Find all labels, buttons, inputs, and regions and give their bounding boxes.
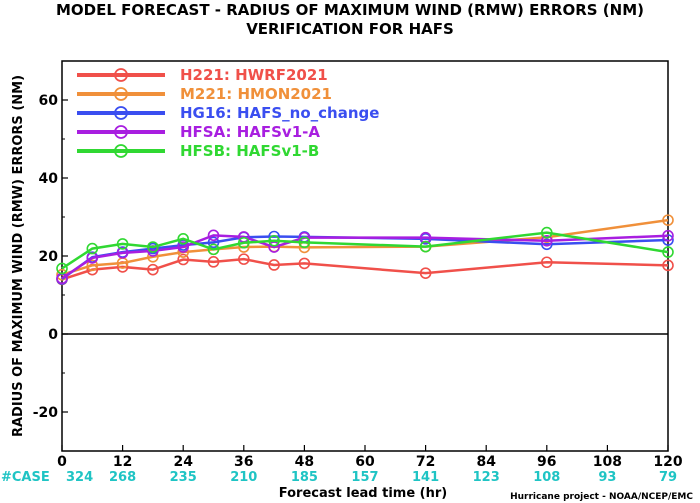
legend-marker: [114, 87, 128, 101]
data-point: [540, 226, 553, 239]
data-point: [419, 231, 432, 244]
data-point: [662, 259, 674, 272]
case-values: 324 268 235 210 185 157 141 123 108 93 79: [66, 470, 677, 485]
case-count: 157: [351, 470, 378, 485]
series-layer: [56, 214, 674, 286]
legend-label: HFSB: HAFSv1-B: [180, 142, 319, 160]
legend-marker: [114, 144, 128, 158]
data-point: [540, 256, 553, 269]
data-point: [298, 236, 311, 249]
y-tick-label: 20: [39, 249, 59, 265]
case-count: 268: [109, 470, 136, 485]
data-point: [207, 236, 220, 249]
y-axis-label: RADIUS OF MAXIMUM WIND (RMW) ERRORS (NM): [11, 75, 26, 437]
case-count: 324: [66, 470, 93, 485]
legend-label: H221: HWRF2021: [180, 66, 328, 84]
data-point: [238, 236, 250, 249]
legend-marker: [114, 125, 128, 139]
data-point: [298, 257, 311, 270]
data-point: [207, 243, 220, 256]
x-tick-label: 108: [593, 454, 622, 470]
data-point: [86, 259, 99, 272]
legend-label: HG16: HAFS_no_change: [180, 104, 379, 122]
x-axis-label: Forecast lead time (hr): [279, 486, 447, 501]
x-tick-label: 24: [173, 454, 193, 470]
data-point: [177, 241, 189, 253]
axis-ticks: 0 12 24 36 48 60 72 84 96 108 120 -20 0 20 40 60: [33, 60, 683, 470]
data-point: [147, 263, 159, 276]
data-point: [419, 267, 432, 279]
case-count: 79: [659, 470, 677, 485]
x-tick-label: 12: [113, 454, 132, 470]
data-point: [177, 233, 189, 245]
y-tick-label: -20: [33, 405, 59, 421]
data-point: [540, 238, 553, 251]
x-tick-label: 72: [416, 454, 435, 470]
case-count: 185: [291, 470, 318, 485]
case-count: 141: [412, 470, 439, 485]
data-point: [662, 234, 674, 246]
data-point: [268, 259, 280, 271]
data-point: [540, 234, 553, 247]
case-count: 108: [533, 470, 560, 485]
y-tick-label: 0: [48, 327, 58, 343]
data-point: [238, 253, 250, 265]
case-count: 235: [170, 470, 197, 485]
data-point: [207, 256, 220, 268]
case-count: 93: [598, 470, 616, 485]
x-tick-label: 120: [653, 454, 682, 470]
data-point: [662, 246, 674, 258]
data-point: [86, 242, 99, 255]
case-label: #CASE: [1, 470, 50, 485]
series: [56, 226, 674, 275]
x-tick-label: 48: [295, 454, 314, 470]
legend-marker: [114, 106, 128, 120]
y-tick-label: 40: [39, 171, 59, 187]
data-point: [116, 247, 129, 259]
data-point: [116, 238, 129, 250]
data-point: [147, 241, 159, 253]
chart-title: MODEL FORECAST - RADIUS OF MAXIMUM WIND …: [56, 1, 644, 19]
legend-label: HFSA: HAFSv1-A: [180, 123, 320, 141]
data-point: [419, 240, 432, 253]
x-tick-label: 36: [234, 454, 253, 470]
credit-text: Hurricane project - NOAA/NCEP/EMC: [510, 492, 693, 502]
y-tick-label: 60: [39, 93, 59, 109]
data-point: [56, 262, 68, 275]
case-count: 123: [473, 470, 500, 485]
x-tick-label: 84: [476, 454, 496, 470]
series: [56, 229, 674, 285]
data-point: [177, 253, 189, 266]
chart-subtitle: VERIFICATION FOR HAFS: [246, 20, 454, 38]
data-point: [662, 229, 674, 242]
x-tick-label: 60: [355, 454, 375, 470]
data-point: [662, 214, 674, 226]
data-point: [268, 234, 280, 247]
x-tick-label: 0: [57, 454, 67, 470]
legend-marker: [114, 68, 128, 82]
data-point: [207, 229, 220, 242]
x-tick-label: 96: [537, 454, 556, 470]
case-count: 210: [230, 470, 257, 485]
legend-label: M221: HMON2021: [180, 85, 332, 103]
